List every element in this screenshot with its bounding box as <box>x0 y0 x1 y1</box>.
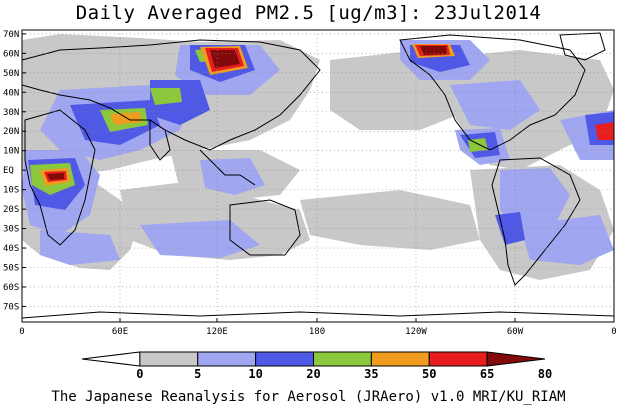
coastline-north-america <box>399 34 586 151</box>
lat-label: 20S <box>3 205 19 215</box>
chart-title: Daily Averaged PM2.5 [ug/m3]: 23Jul2014 <box>75 2 542 24</box>
coastline-antarctica <box>21 311 615 319</box>
colorbar-tick-label: 10 <box>248 367 262 381</box>
lon-label: 120E <box>206 327 228 337</box>
coastline-southeast-asia <box>199 149 256 186</box>
longitude-labels: 0 60E 120E 180 120W 60W 0 <box>19 318 617 337</box>
lon-label: 180 <box>309 327 325 337</box>
coastline-australia <box>229 199 301 256</box>
lat-label: 70S <box>3 302 19 312</box>
lat-label: 10S <box>3 186 19 196</box>
coastline-africa <box>24 109 96 246</box>
latitude-labels: 70N 60N 50N 40N 30N 20N 10N EQ 10S 20S 30S 40S 50S 60… <box>3 30 26 312</box>
lat-label: 60S <box>3 283 19 293</box>
colorbar-swatch <box>486 351 546 367</box>
colorbar-swatch <box>428 351 488 367</box>
coastlines <box>21 32 615 319</box>
colorbar-tick-label: 5 <box>194 367 201 381</box>
coastline-south-america <box>491 157 581 286</box>
colorbar-tick-label: 20 <box>306 367 320 381</box>
colorbar: 0 5 10 20 35 50 65 80 <box>81 351 552 381</box>
green-region-china <box>150 88 182 105</box>
coastline-europe-asia <box>21 39 321 151</box>
darkred-region-siberia <box>210 50 240 68</box>
lon-label: 60E <box>112 327 128 337</box>
lat-label: 50N <box>3 69 19 79</box>
colorbar-tick-label: 80 <box>538 367 552 381</box>
colorbar-swatch <box>139 351 199 367</box>
colorbar-swatch <box>197 351 257 367</box>
colorbar-swatch <box>313 351 372 367</box>
lon-label: 0 <box>19 327 24 337</box>
lat-label: 20N <box>3 127 19 137</box>
lat-label: 50S <box>3 263 19 273</box>
band-darkred <box>47 46 447 180</box>
colorbar-swatch <box>255 351 314 367</box>
lat-label: 30S <box>3 225 19 235</box>
lat-label: 60N <box>3 49 19 59</box>
lat-label: 40S <box>3 244 19 254</box>
colorbar-swatch <box>370 351 430 367</box>
darkred-region-canada <box>420 46 447 55</box>
colorbar-tick-label: 65 <box>480 367 494 381</box>
orange-region-arabia <box>110 112 142 125</box>
lon-label: 120W <box>405 327 427 337</box>
lon-label: 60W <box>507 327 524 337</box>
map-frame <box>21 29 615 323</box>
lat-label: EQ <box>3 166 14 176</box>
lat-label: 40N <box>3 88 19 98</box>
coastline-india <box>149 119 171 161</box>
lat-label: 30N <box>3 108 19 118</box>
colorbar-tick-label: 50 <box>422 367 436 381</box>
red-region-west-atlantic <box>595 122 614 140</box>
colorbar-tick-label: 35 <box>364 367 378 381</box>
lat-label: 10N <box>3 147 19 157</box>
colorbar-swatch <box>81 351 141 367</box>
darkred-region-sahara <box>47 173 64 180</box>
coastline-greenland <box>559 32 606 61</box>
lightblue-region-south-atlantic <box>40 230 120 265</box>
lon-label: 0 <box>611 327 616 337</box>
colorbar-tick-label: 0 <box>136 367 143 381</box>
lat-label: 70N <box>3 30 19 40</box>
lightblue-region-indonesia <box>200 158 265 195</box>
footer-credit: The Japanese Reanalysis for Aerosol (JRA… <box>51 389 566 405</box>
gray-region-south-pacific <box>300 190 480 250</box>
gridlines <box>22 30 614 322</box>
pm25-fields <box>22 34 614 280</box>
lightblue-region-us <box>450 80 540 130</box>
